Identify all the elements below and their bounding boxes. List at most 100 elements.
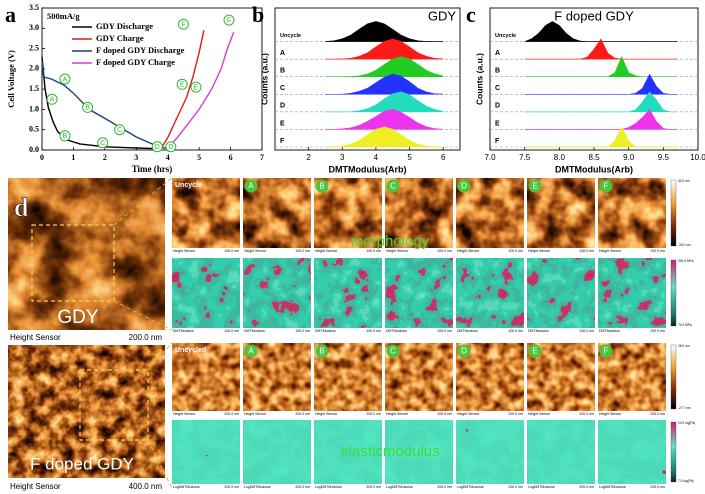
image-caption: Height Sensor bbox=[528, 249, 551, 253]
y-tick-label: 0.0 bbox=[29, 145, 39, 154]
image-caption: Height Sensor bbox=[244, 249, 267, 253]
image-caption: 100.0 nm bbox=[437, 329, 452, 333]
column-badge bbox=[528, 344, 542, 358]
afm-image bbox=[172, 178, 240, 248]
annotation-circle bbox=[223, 14, 235, 26]
x-tick-label: 2 bbox=[306, 153, 311, 162]
y-axis-label: Cell Voltage (V) bbox=[6, 50, 16, 108]
column-header: F bbox=[604, 347, 609, 356]
afm-image bbox=[243, 420, 311, 484]
column-badge bbox=[244, 344, 258, 358]
column-header: A bbox=[248, 182, 254, 191]
ridge-area bbox=[325, 21, 444, 42]
overview-scale: 200.0 nm bbox=[129, 333, 163, 342]
image-caption: DMTModulus bbox=[315, 329, 336, 333]
ridge-label: A bbox=[495, 50, 500, 57]
legend-label: GDY Discharge bbox=[96, 21, 153, 31]
overlay-label: elasticmodulus bbox=[340, 443, 439, 460]
annotation-circle bbox=[82, 101, 94, 113]
colorbar bbox=[670, 421, 677, 483]
y-tick-label: 2.0 bbox=[29, 64, 39, 73]
image-caption: 100.0 nm bbox=[366, 249, 381, 253]
column-badge bbox=[457, 344, 471, 358]
colorbar bbox=[670, 179, 677, 247]
afm-image bbox=[385, 420, 453, 484]
afm-image bbox=[527, 258, 595, 328]
annotation-label: F bbox=[227, 18, 231, 25]
image-caption: LogDMTModulus bbox=[244, 485, 271, 489]
image-caption: 200.0 nm bbox=[295, 485, 310, 489]
column-badge bbox=[315, 344, 329, 358]
y-tick-label: 1.0 bbox=[29, 104, 39, 113]
image-caption: Height Sensor bbox=[315, 249, 338, 253]
colorbar-label: -27.7 nm bbox=[678, 406, 691, 410]
annotation-circle bbox=[59, 73, 71, 85]
ridge-label: B bbox=[280, 68, 285, 75]
image-caption: Height Sensor bbox=[599, 249, 622, 253]
annotation-label: A bbox=[50, 97, 55, 104]
colorbar-label: 7.0 log(Pa) bbox=[678, 479, 694, 483]
annotation-label: C bbox=[100, 140, 105, 147]
x-tick-label: 6 bbox=[441, 153, 446, 162]
column-header: D bbox=[461, 347, 467, 356]
afm-image bbox=[598, 420, 666, 484]
colorbar-label: 28.0 nm bbox=[678, 344, 690, 348]
image-caption: 100.0 nm bbox=[650, 249, 665, 253]
image-caption: 100.0 nm bbox=[224, 329, 239, 333]
afm-image bbox=[598, 258, 666, 328]
ridge-area bbox=[524, 73, 678, 95]
annotation-circle bbox=[151, 141, 163, 153]
x-tick-label: 9.0 bbox=[623, 153, 635, 162]
zoom-box bbox=[79, 369, 149, 441]
image-caption: DMTModulus bbox=[457, 329, 478, 333]
legend-label: GDY Charge bbox=[96, 33, 144, 43]
ridge-area bbox=[325, 38, 444, 60]
column-header: Uncycle bbox=[175, 182, 202, 189]
column-badge bbox=[457, 179, 471, 193]
x-axis-label: Time (hrs) bbox=[132, 164, 173, 174]
x-tick-label: 5 bbox=[197, 153, 201, 162]
image-caption: LogDMTModulus bbox=[528, 485, 555, 489]
image-caption: LogDMTModulus bbox=[386, 485, 413, 489]
column-header: C bbox=[390, 347, 396, 356]
annotation-label: D bbox=[155, 144, 160, 151]
image-caption: 100.0 nm bbox=[579, 329, 594, 333]
x-tick-label: 3 bbox=[134, 153, 138, 162]
x-tick-label: 7.5 bbox=[519, 153, 531, 162]
image-caption: LogDMTModulus bbox=[599, 485, 626, 489]
colorbar-label: -30.0 nm bbox=[678, 243, 691, 247]
column-badge bbox=[599, 344, 613, 358]
column-header: F bbox=[604, 182, 609, 191]
image-caption: DMTModulus bbox=[244, 329, 265, 333]
image-caption: Height Sensor bbox=[386, 412, 409, 416]
image-caption: 200.0 nm bbox=[366, 412, 381, 416]
annotation-circle bbox=[165, 141, 177, 153]
image-caption: 200.0 nm bbox=[437, 485, 452, 489]
image-caption: 100.0 nm bbox=[508, 329, 523, 333]
column-badge bbox=[315, 179, 329, 193]
ridge-area bbox=[524, 55, 678, 77]
afm-image bbox=[314, 258, 382, 328]
afm-image bbox=[172, 258, 240, 328]
annotation-label: A bbox=[63, 76, 68, 83]
ridge-label: Uncycle bbox=[280, 33, 301, 39]
overview-sensor: Height Sensor bbox=[10, 333, 61, 342]
ridge-area bbox=[524, 38, 678, 60]
panel-label: a bbox=[5, 2, 16, 27]
zoom-box bbox=[31, 224, 115, 302]
y-axis-label: Counts (a.u.) bbox=[474, 53, 484, 105]
column-header: E bbox=[532, 347, 537, 356]
y-tick-label: 2.5 bbox=[29, 43, 39, 52]
x-tick-label: 4 bbox=[166, 153, 170, 162]
ridge-label: F bbox=[495, 138, 500, 145]
colorbar-label: 10.0 log(Pa) bbox=[678, 421, 695, 425]
image-caption: DMTModulus bbox=[386, 329, 407, 333]
annotation-label: C bbox=[117, 127, 122, 134]
connector-lines bbox=[113, 177, 173, 489]
afm-image bbox=[385, 258, 453, 328]
image-caption: 200.0 nm bbox=[295, 412, 310, 416]
y-axis-label: Counts (a.u.) bbox=[259, 53, 269, 105]
image-caption: 200.0 nm bbox=[366, 485, 381, 489]
x-tick-label: 0 bbox=[40, 153, 44, 162]
colorbar-label: 40.0 nm bbox=[678, 179, 690, 183]
